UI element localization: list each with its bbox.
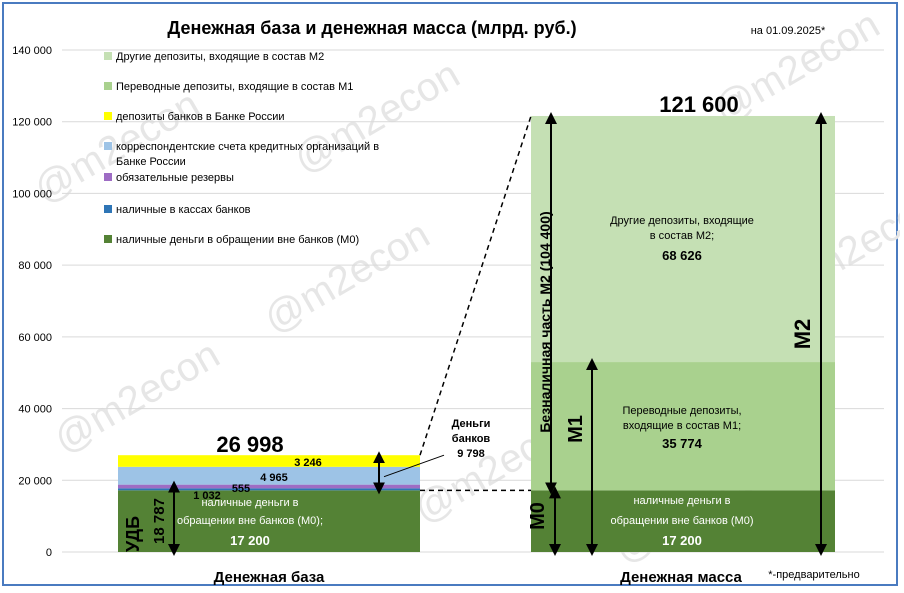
bank-money-line1: Деньги xyxy=(452,418,491,430)
udb-label: УДБ xyxy=(123,516,143,552)
legend-swatch-corr xyxy=(104,142,112,150)
watermark-text: @m2econ xyxy=(47,332,227,462)
total-base-label: 26 998 xyxy=(216,432,283,457)
bar-segment-transfer-mass xyxy=(531,362,835,491)
label-cash-banks: 555 xyxy=(232,483,250,495)
bar-segment-other-mass xyxy=(531,115,835,363)
label-corr: 4 965 xyxy=(260,472,288,484)
bank-money-line2: банков xyxy=(452,433,491,445)
label-base-m0-value: 17 200 xyxy=(230,533,270,548)
label-other-line1: Другие депозиты, входящие xyxy=(610,215,754,227)
bar-segment-cash_banks-base xyxy=(118,488,420,491)
legend-swatch-deposits_cbr xyxy=(104,112,112,120)
y-axis: 0 20 000 40 000 60 000 80 000 100 000 120 000 1… xyxy=(12,45,52,559)
annotations: Деньги банков 9 798 УДБ 18 787 Безналичная ча… xyxy=(123,111,827,556)
legend-swatch-m0 xyxy=(104,235,112,243)
label-transfer-value: 35 774 xyxy=(662,436,703,451)
chart-title: Денежная база и денежная масса (млрд. ру… xyxy=(167,18,576,38)
legend-swatch-other xyxy=(104,52,112,60)
udb-value: 18 787 xyxy=(151,498,168,544)
bar-segment-reserves-base xyxy=(118,484,420,489)
label-transfer-line2: входящие в состав М1; xyxy=(623,420,741,432)
watermark-text: @m2econ xyxy=(287,52,467,182)
footnote: *-предварительно xyxy=(768,569,859,581)
label-other-line2: в состав М2; xyxy=(650,230,714,242)
y-tick-label: 40 000 xyxy=(18,404,52,416)
legend: Другие депозиты, входящие в состав М2 Пер… xyxy=(104,51,379,246)
label-mass-m0-value: 17 200 xyxy=(662,533,702,548)
legend-swatch-cash_banks xyxy=(104,205,112,213)
label-base-m0-line2: обращении вне банков (М0); xyxy=(177,515,323,527)
bar-segment-m0-mass xyxy=(531,490,835,552)
bank-money-value: 9 798 xyxy=(457,448,485,460)
watermark-text: @m2econ xyxy=(257,212,437,342)
label-mass-m0-line2: обращении вне банков (М0) xyxy=(610,515,753,527)
legend-label-reserves: обязательные резервы xyxy=(116,172,234,184)
m1-label: М1 xyxy=(565,415,587,443)
legend-label-deposits_cbr: депозиты банков в Банке России xyxy=(116,111,285,123)
connector-top xyxy=(419,115,532,456)
legend-label-m0: наличные деньги в обращении вне банков (… xyxy=(116,234,359,246)
y-tick-label: 120 000 xyxy=(12,117,52,129)
x-label-base: Денежная база xyxy=(214,569,325,586)
y-tick-label: 60 000 xyxy=(18,332,52,344)
y-tick-label: 0 xyxy=(46,547,52,559)
m0-label: М0 xyxy=(527,502,549,530)
bar-segment-corr-base xyxy=(118,466,420,485)
total-mass-label: 121 600 xyxy=(659,92,739,117)
legend-swatch-transfer xyxy=(104,82,112,90)
y-tick-label: 100 000 xyxy=(12,188,52,200)
date-note: на 01.09.2025* xyxy=(751,25,826,37)
label-reserves: 1 032 xyxy=(193,490,221,502)
y-tick-label: 20 000 xyxy=(18,475,52,487)
label-mass-m0-line1: наличные деньги в xyxy=(633,495,730,507)
y-tick-label: 80 000 xyxy=(18,260,52,272)
label-base-m0-line1: наличные деньги в xyxy=(201,497,298,509)
legend-label-other: Другие депозиты, входящие в состав М2 xyxy=(116,51,324,63)
chart-canvas: @m2econ@m2econ@m2econ@m2econ @m2econ@m2ec… xyxy=(12,2,904,586)
noncash-label: Безналичная часть М2 (104 400) xyxy=(537,211,553,432)
label-deposits-cbr: 3 246 xyxy=(294,457,322,469)
legend-label-corr: корреспондентские счета кредитных органи… xyxy=(116,141,379,168)
y-tick-label: 140 000 xyxy=(12,45,52,57)
label-other-value: 68 626 xyxy=(662,248,702,263)
bars xyxy=(118,115,835,552)
legend-label-transfer: Переводные депозиты, входящие в состав М… xyxy=(116,81,353,93)
legend-swatch-reserves xyxy=(104,173,112,181)
label-transfer-line1: Переводные депозиты, xyxy=(622,405,741,417)
x-label-mass: Денежная масса xyxy=(620,569,742,586)
m2-label: М2 xyxy=(790,319,815,350)
bar-segment-deposits_cbr-base xyxy=(118,455,420,467)
legend-label-cash_banks: наличные в кассах банков xyxy=(116,204,251,216)
bank-money-pointer xyxy=(383,454,445,478)
